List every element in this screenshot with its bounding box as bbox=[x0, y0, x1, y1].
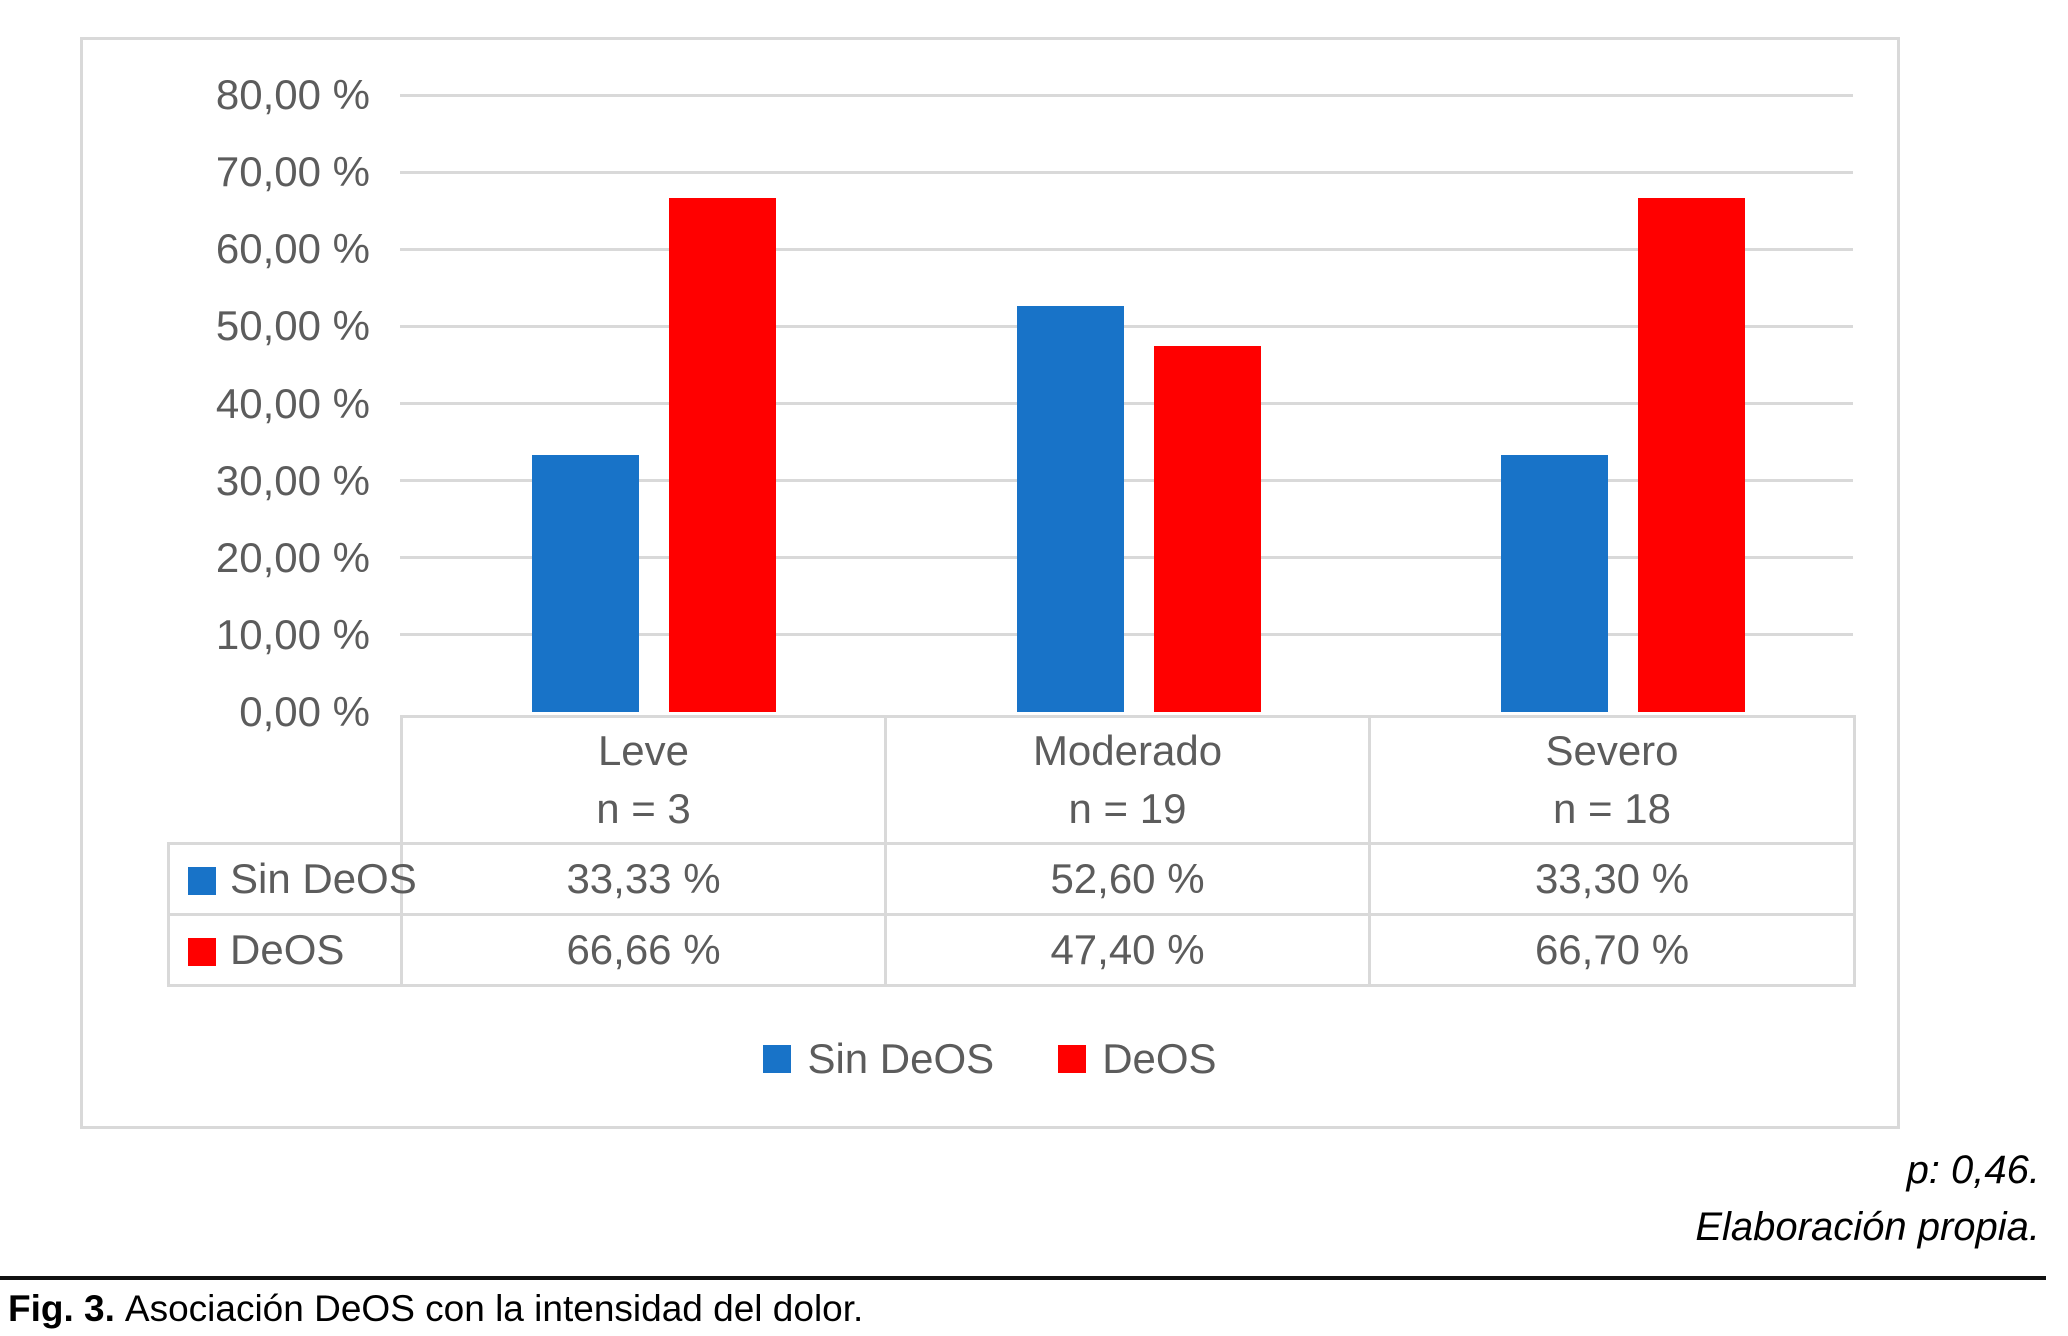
legend-swatch bbox=[763, 1045, 792, 1073]
p-value-text: p: 0,46. bbox=[1906, 1148, 2040, 1192]
bar-sin-deos-moderado bbox=[1016, 306, 1124, 712]
y-axis-label: 40,00 % bbox=[215, 379, 370, 427]
table-category-header: Leve n = 3 bbox=[400, 715, 887, 845]
table-value-cell: 33,33 % bbox=[400, 842, 887, 916]
category-n: n = 18 bbox=[1553, 785, 1671, 832]
chart-legend: Sin DeOS DeOS bbox=[83, 1035, 1897, 1083]
legend-item: DeOS bbox=[1058, 1035, 1217, 1083]
legend-swatch bbox=[1058, 1045, 1087, 1073]
table-category-header: Moderado n = 19 bbox=[884, 715, 1371, 845]
gridline bbox=[400, 402, 1853, 405]
table-value-cell: 33,30 % bbox=[1368, 842, 1856, 916]
plot-area: 80,00 % 70,00 % 60,00 % 50,00 % 40,00 % 30,00… bbox=[216, 71, 1853, 735]
table-value-cell: 47,40 % bbox=[884, 913, 1371, 987]
category-name: Severo bbox=[1545, 727, 1679, 774]
data-table: Leve n = 3 Moderado n = 19 Severo n = 18 Sin D… bbox=[167, 715, 1856, 987]
gridline bbox=[400, 479, 1853, 483]
series-swatch bbox=[188, 867, 216, 895]
bar-sin-deos-leve bbox=[532, 454, 640, 712]
y-axis-label: 50,00 % bbox=[215, 302, 370, 350]
annotations-block: p: 0,46. Elaboración propia. bbox=[1695, 1142, 2040, 1256]
y-axis-label: 20,00 % bbox=[215, 533, 370, 581]
bar-deos-severo bbox=[1637, 197, 1745, 712]
table-category-header: Severo n = 18 bbox=[1368, 715, 1856, 845]
table-value-cell: 52,60 % bbox=[884, 842, 1371, 916]
table-row-label: Sin DeOS bbox=[167, 842, 417, 916]
category-name: Leve bbox=[597, 727, 690, 774]
gridline bbox=[400, 324, 1853, 328]
legend-item: Sin DeOS bbox=[763, 1035, 994, 1083]
caption-text: Asociación DeOS con la intensidad del do… bbox=[124, 1288, 864, 1329]
y-axis-label: 0,00 % bbox=[239, 688, 370, 735]
table-corner-cell bbox=[169, 717, 402, 844]
table-value-cell: 66,70 % bbox=[1368, 913, 1856, 987]
y-axis-label: 30,00 % bbox=[215, 456, 370, 504]
category-name: Moderado bbox=[1032, 727, 1223, 774]
data-table-body: Leve n = 3 Moderado n = 19 Severo n = 18 Sin D… bbox=[167, 715, 1856, 987]
table-value-cell: 66,66 % bbox=[400, 913, 887, 987]
bar-deos-moderado bbox=[1153, 346, 1261, 712]
y-axis-label: 80,00 % bbox=[215, 71, 370, 118]
gridline bbox=[400, 93, 1853, 97]
figure-caption: Fig. 3. Asociación DeOS con la intensidad… bbox=[8, 1288, 863, 1330]
legend-label: Sin DeOS bbox=[807, 1035, 995, 1082]
y-axis-label: 10,00 % bbox=[215, 610, 370, 658]
category-n: n = 19 bbox=[1068, 785, 1187, 832]
table-row: DeOS 66,66 % 47,40 % 66,70 % bbox=[167, 913, 1856, 987]
table-row: Sin DeOS 33,33 % 52,60 % 33,30 % bbox=[167, 842, 1856, 916]
table-row-label: DeOS bbox=[167, 913, 403, 987]
source-text: Elaboración propia. bbox=[1695, 1205, 2040, 1249]
y-axis-label: 60,00 % bbox=[215, 225, 370, 273]
chart-container: 80,00 % 70,00 % 60,00 % 50,00 % 40,00 % 30,00… bbox=[80, 37, 1900, 1129]
gridline bbox=[400, 247, 1853, 251]
series-swatch bbox=[188, 938, 216, 966]
gridline bbox=[400, 633, 1853, 637]
gridline bbox=[400, 556, 1853, 560]
table-header-row: Leve n = 3 Moderado n = 19 Severo n = 18 bbox=[169, 715, 1856, 845]
figure-label: Fig. 3. bbox=[8, 1288, 115, 1329]
bar-sin-deos-severo bbox=[1500, 455, 1608, 712]
bar-deos-leve bbox=[669, 197, 777, 712]
legend-label: DeOS bbox=[1102, 1035, 1217, 1082]
category-n: n = 3 bbox=[596, 785, 691, 832]
y-axis-label: 70,00 % bbox=[215, 148, 370, 196]
series-name: Sin DeOS bbox=[230, 855, 417, 902]
gridline bbox=[400, 170, 1853, 174]
series-name: DeOS bbox=[230, 926, 345, 973]
caption-divider bbox=[0, 1276, 2046, 1280]
